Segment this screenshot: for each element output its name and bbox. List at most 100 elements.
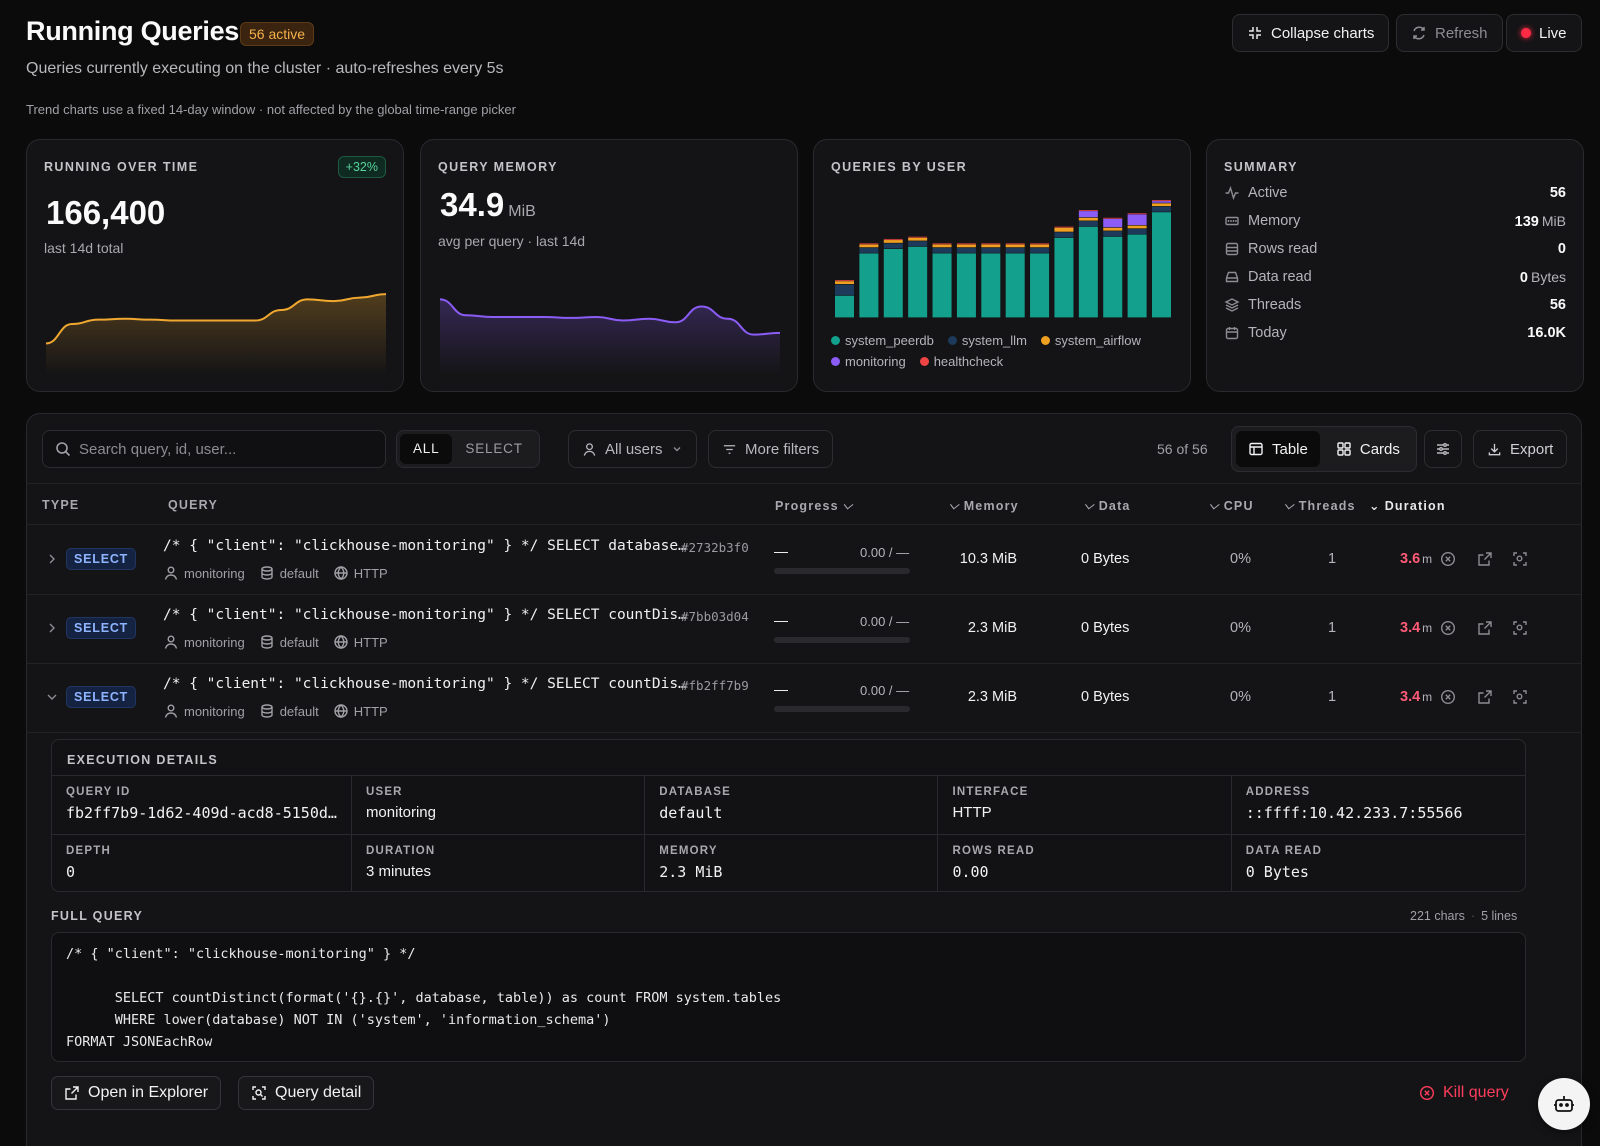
detail-field: INTERFACE HTTP (938, 776, 1232, 835)
external-link-icon (64, 1085, 80, 1101)
detail-field: ROWS READ 0.00 (938, 835, 1232, 891)
summary-number: 0 (1519, 269, 1528, 286)
scan-icon (1512, 551, 1528, 567)
query-detail-button[interactable]: Query detail (238, 1076, 375, 1110)
detail-row-button[interactable] (1512, 689, 1528, 708)
meta-db-value: default (279, 703, 319, 719)
more-filters-button[interactable]: More filters (708, 430, 834, 468)
page-subtitle: Queries currently executing on the clust… (26, 60, 504, 77)
detail-key: USER (365, 786, 403, 798)
bar-segment (1152, 212, 1171, 318)
collapse-charts-button[interactable]: Collapse charts (1232, 14, 1390, 52)
search-box[interactable]: Search query, id, user... (42, 430, 386, 468)
series-line (439, 298, 781, 336)
open-explorer-button[interactable]: Open in Explorer (51, 1076, 222, 1110)
summary-label: Data read (1248, 269, 1312, 285)
live-toggle[interactable]: Live (1506, 14, 1582, 52)
bar-segment (1103, 227, 1123, 231)
result-count: 56 of 56 (1157, 441, 1208, 457)
col-threads[interactable]: ⌵ Threads (1284, 498, 1356, 513)
live-dot-icon (1521, 28, 1531, 38)
data-cell: 0 Bytes (1081, 689, 1130, 705)
filter-icon (722, 442, 737, 457)
column-settings-button[interactable] (1424, 430, 1462, 468)
chevron-down-icon[interactable] (44, 689, 60, 708)
globe-icon (333, 634, 349, 650)
globe-icon (333, 703, 349, 719)
meta-user-value: monitoring (184, 565, 245, 581)
query-text[interactable]: /* { "client": "clickhouse-monitoring" }… (163, 676, 687, 692)
col-type[interactable]: TYPE (42, 498, 80, 512)
summary-value: 56 (1550, 185, 1566, 201)
bar-segment (1005, 244, 1025, 248)
chevron-right-icon[interactable] (44, 620, 60, 639)
kill-row-button[interactable] (1440, 689, 1456, 708)
export-button[interactable]: Export (1473, 430, 1568, 468)
meta-iface-value: HTTP (353, 634, 388, 650)
query-text[interactable]: /* { "client": "clickhouse-monitoring" }… (163, 607, 687, 623)
search-input[interactable]: Search query, id, user... (79, 440, 237, 458)
bar-segment (1103, 218, 1123, 228)
kill-row-button[interactable] (1440, 620, 1456, 639)
data-cell: 0 Bytes (1081, 620, 1130, 636)
col-progress[interactable]: Progress ⌵ (775, 498, 853, 513)
detail-key: DATABASE (659, 786, 731, 798)
detail-row-button[interactable] (1512, 551, 1528, 570)
legend-label: monitoring (845, 354, 906, 369)
segment-all[interactable]: ALL (400, 434, 453, 464)
user-icon (163, 565, 179, 581)
external-link-icon (1477, 551, 1493, 567)
view-cards-button[interactable]: Cards (1324, 431, 1412, 467)
kill-query-button[interactable]: Kill query (1419, 1084, 1509, 1102)
meta-db: default (259, 634, 319, 650)
chevron-right-icon[interactable] (44, 551, 60, 570)
data-cell: 0 Bytes (1081, 551, 1130, 567)
x-circle-icon (1440, 689, 1456, 705)
table-row[interactable]: SELECT /* { "client": "clickhouse-monitor… (27, 594, 1581, 664)
table-row[interactable]: SELECT /* { "client": "clickhouse-monitor… (27, 663, 1581, 733)
summary-number: 139 (1514, 213, 1539, 230)
legend-item: system_airflow (1040, 333, 1141, 348)
summary-row: Active 56 (1224, 179, 1566, 207)
assistant-bot-button[interactable] (1538, 1078, 1590, 1130)
query-type-badge: SELECT (66, 617, 137, 639)
meta-user-value: monitoring (184, 634, 245, 650)
col-data[interactable]: ⌵ Data (1084, 498, 1131, 513)
bar-segment (981, 244, 1001, 248)
full-query-code[interactable]: /* { "client": "clickhouse-monitoring" }… (51, 932, 1526, 1062)
detail-key: ADDRESS (1245, 786, 1311, 798)
bar-segment (908, 236, 928, 238)
bar-segment (1005, 243, 1025, 245)
refresh-button[interactable]: Refresh (1396, 14, 1503, 52)
open-row-button[interactable] (1477, 620, 1493, 639)
x-circle-icon (1440, 620, 1456, 636)
execution-details-title: EXECUTION DETAILS (67, 753, 219, 767)
memory-avg-unit: MiB (508, 203, 536, 220)
running-total: 166,400 (46, 194, 166, 231)
summary-number: 0 (1557, 241, 1566, 257)
bar-segment (1054, 237, 1074, 318)
running-caption: last 14d total (44, 240, 124, 256)
col-memory[interactable]: ⌵ Memory (949, 498, 1019, 513)
view-table-button[interactable]: Table (1236, 431, 1320, 467)
queries-by-user-card: QUERIES BY USER system_peerdb system_llm s… (813, 139, 1191, 392)
col-cpu[interactable]: ⌵ CPU (1209, 498, 1254, 513)
summary-row: Today 16.0K (1224, 319, 1566, 347)
col-progress-label: Progress (775, 498, 839, 513)
users-filter-dropdown[interactable]: All users (568, 430, 697, 468)
database-icon (259, 565, 275, 581)
kill-row-button[interactable] (1440, 551, 1456, 570)
bar-segment (1030, 243, 1050, 245)
open-row-button[interactable] (1477, 689, 1493, 708)
meta-db-value: default (279, 634, 319, 650)
detail-row-button[interactable] (1512, 620, 1528, 639)
table-row[interactable]: SELECT /* { "client": "clickhouse-monitor… (27, 525, 1581, 595)
x-circle-icon (1419, 1085, 1435, 1101)
col-query[interactable]: QUERY (168, 498, 218, 512)
query-text[interactable]: /* { "client": "clickhouse-monitoring" }… (163, 538, 687, 554)
bar-segment (1005, 253, 1025, 318)
col-duration[interactable]: ⌄ Duration (1369, 498, 1446, 514)
segment-select[interactable]: SELECT (465, 441, 523, 456)
progress-value: 0.00 / — (860, 683, 910, 698)
open-row-button[interactable] (1477, 551, 1493, 570)
